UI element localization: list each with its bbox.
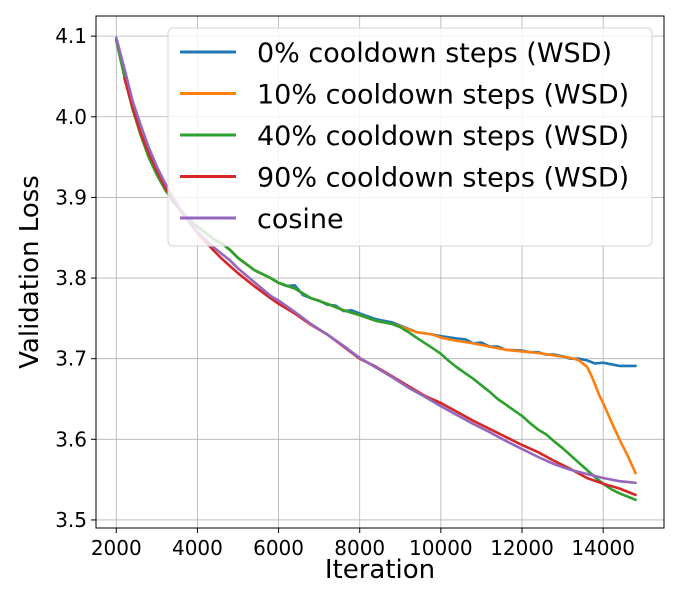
axis-ticks: 2000 4000 6000 8000 10000 12000 14000 3.5 3.6 3.7… — [55, 24, 635, 560]
legend-label: 10% cooldown steps (WSD) — [257, 80, 629, 111]
y-tick-label: 4.1 — [55, 24, 87, 48]
x-axis-label: Iteration — [325, 555, 435, 585]
plot-frame — [95, 15, 665, 529]
legend-box — [167, 27, 653, 247]
legend-label: 0% cooldown steps (WSD) — [257, 38, 612, 69]
legend-label: 90% cooldown steps (WSD) — [257, 163, 629, 194]
x-tick-label: 12000 — [490, 536, 554, 560]
x-tick-label: 4000 — [172, 536, 223, 560]
x-tick-label: 6000 — [253, 536, 304, 560]
y-tick-label: 3.8 — [55, 266, 87, 290]
legend-label: 40% cooldown steps (WSD) — [257, 121, 629, 152]
x-tick-label: 8000 — [334, 536, 385, 560]
x-tick-label: 14000 — [571, 536, 635, 560]
legend: 0% cooldown steps (WSD) 10% cooldown step… — [167, 27, 653, 247]
y-tick-label: 3.5 — [55, 508, 87, 532]
y-tick-label: 3.7 — [55, 347, 87, 371]
y-tick-label: 3.9 — [55, 185, 87, 209]
x-tick-label: 2000 — [91, 536, 142, 560]
legend-label: cosine — [257, 204, 344, 235]
x-tick-label: 10000 — [409, 536, 473, 560]
y-axis-label: Validation Loss — [15, 175, 45, 369]
y-tick-label: 3.6 — [55, 427, 87, 451]
y-tick-label: 4.0 — [55, 105, 87, 129]
